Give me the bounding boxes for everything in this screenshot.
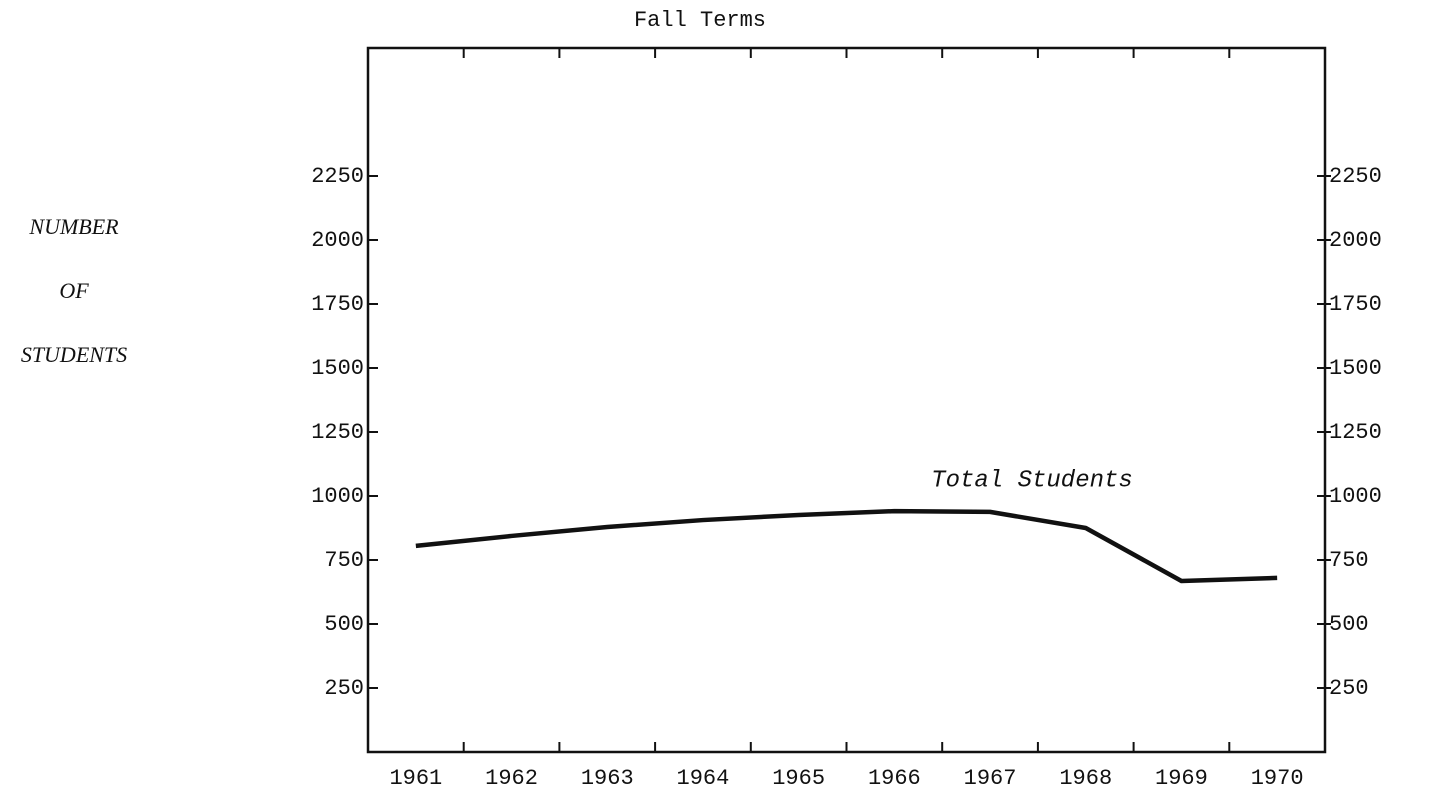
y-tick-label: 1500 <box>311 356 364 381</box>
y2-tick-label: 2250 <box>1329 164 1382 189</box>
y2-tick-label: 1500 <box>1329 356 1382 381</box>
x-tick-label: 1969 <box>1155 766 1208 791</box>
y2-tick-label: 250 <box>1329 676 1369 701</box>
y-tick-label: 250 <box>324 676 364 701</box>
x-tick-label: 1964 <box>677 766 730 791</box>
y-tick-label: 1000 <box>311 484 364 509</box>
y-tick-label: 2000 <box>311 228 364 253</box>
y2-tick-label: 750 <box>1329 548 1369 573</box>
y-axis-label: OF <box>59 278 89 303</box>
x-tick-label: 1961 <box>389 766 442 791</box>
y2-tick-label: 2000 <box>1329 228 1382 253</box>
plot-frame <box>366 46 1327 754</box>
y-tick-label: 2250 <box>311 164 364 189</box>
chart-title: Fall Terms <box>634 8 766 33</box>
y2-tick-label: 500 <box>1329 612 1369 637</box>
y-tick-label: 750 <box>324 548 364 573</box>
y-tick-label: 1750 <box>311 292 364 317</box>
y-tick-label: 1250 <box>311 420 364 445</box>
y-tick-label: 500 <box>324 612 364 637</box>
data-line <box>415 508 1278 584</box>
y-axis-label: NUMBER <box>28 214 119 239</box>
annotation: Total Students <box>931 467 1133 494</box>
x-tick-label: 1970 <box>1251 766 1304 791</box>
x-tick-label: 1967 <box>964 766 1017 791</box>
y-axis-label: STUDENTS <box>21 342 127 367</box>
x-tick-label: 1966 <box>868 766 921 791</box>
y2-tick-label: 1750 <box>1329 292 1382 317</box>
y2-tick-label: 1250 <box>1329 420 1382 445</box>
y2-tick-label: 1000 <box>1329 484 1382 509</box>
x-tick-label: 1965 <box>772 766 825 791</box>
x-tick-label: 1963 <box>581 766 634 791</box>
x-tick-label: 1962 <box>485 766 538 791</box>
x-tick-label: 1968 <box>1059 766 1112 791</box>
